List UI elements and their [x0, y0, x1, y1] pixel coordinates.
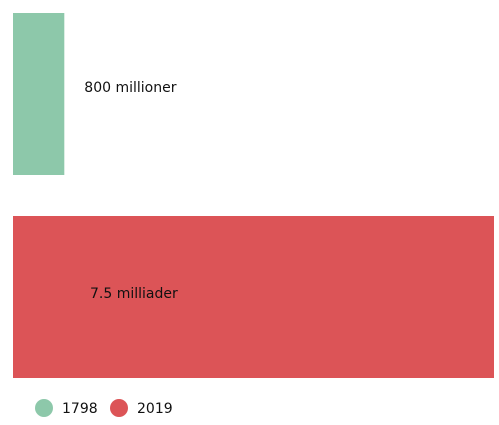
legend-marker [110, 399, 128, 417]
bar [13, 13, 65, 175]
value-label: 7.5 milliader [90, 286, 178, 302]
legend-marker [35, 399, 53, 417]
bar [13, 216, 494, 378]
legend-label: 1798 [62, 401, 98, 417]
value-label: 800 millioner [84, 80, 176, 96]
legend-label: 2019 [137, 401, 173, 417]
